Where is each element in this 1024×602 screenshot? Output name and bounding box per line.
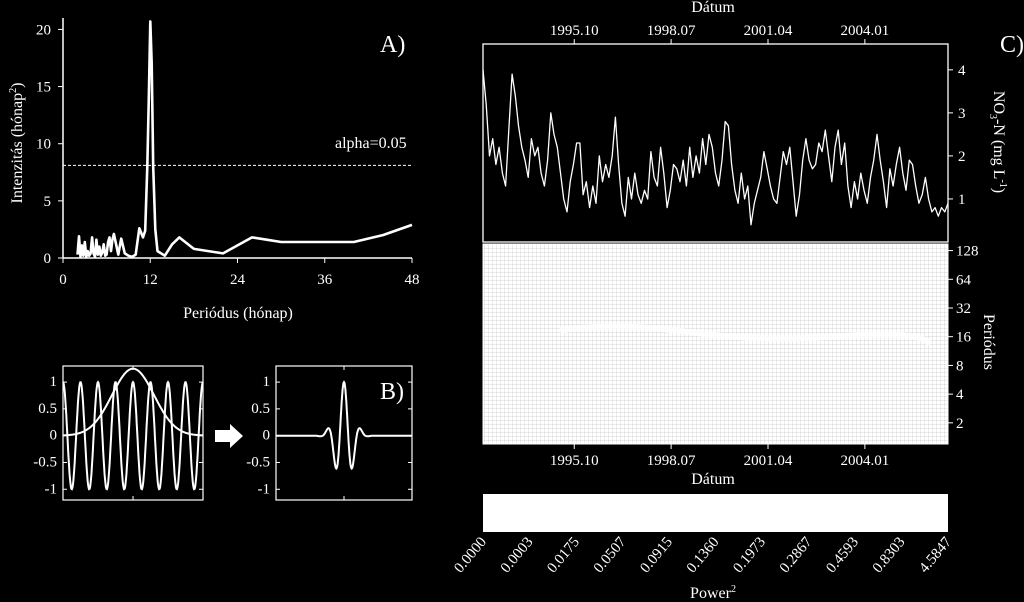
chart-c-colorbar-tick-label: 4.5847 bbox=[916, 534, 955, 576]
chart-c-wavelet-x-tick-label: 1998.07 bbox=[647, 453, 696, 469]
chart-c-colorbar-tick-label: 0.0175 bbox=[544, 534, 583, 576]
chart-c-wavelet-x-tick-label: 2004.01 bbox=[840, 453, 889, 469]
chart-c-wavelet-y-tick-label: 8 bbox=[956, 358, 964, 374]
chart-a-x-tick-label: 36 bbox=[317, 272, 333, 288]
chart-c-frame bbox=[482, 43, 949, 243]
chart-c-y-tick-label: 2 bbox=[958, 149, 966, 165]
chart-c-y-tick-label: 1 bbox=[958, 192, 966, 208]
chart-b-left-y-tick-label: -1 bbox=[45, 481, 58, 497]
chart-c-top-x-axis-label: Dátum bbox=[691, 0, 735, 16]
chart-c-y-tick-label: 3 bbox=[958, 106, 966, 122]
chart-a: 0 12 24 36 48 0 5 10 15 20 alpha=0.05 A) Periódus… bbox=[8, 18, 420, 322]
chart-b-left-y-tick-label: -0.5 bbox=[33, 454, 57, 470]
chart-c-wavelet-frame bbox=[482, 243, 949, 445]
chart-b-right-wavelet-line bbox=[276, 380, 412, 471]
chart-b-right-y-tick-label: 0.5 bbox=[251, 401, 270, 417]
chart-b-left-cosine-line bbox=[62, 380, 204, 491]
chart-c-x-tick-label: 1998.07 bbox=[647, 23, 696, 39]
chart-b-right-axes: 1 0.5 0 -0.5 -1 bbox=[246, 365, 413, 501]
chart-c-colorbar bbox=[483, 494, 948, 532]
chart-c-wavelet-axes: 2 4 8 16 32 64 128 1995.10 1998.07 2001.04 2004.01 bbox=[482, 243, 979, 469]
chart-c-colorbar-tick-label: 0.0000 bbox=[451, 534, 490, 576]
chart-a-axes: 0 12 24 36 48 0 5 10 15 20 bbox=[36, 18, 420, 288]
chart-c-colorbar-ticks: 0.0000 0.0003 0.0175 0.0507 0.0915 0.1360 0.19… bbox=[451, 534, 955, 576]
chart-b-right-y-tick-label: 0 bbox=[263, 428, 271, 444]
chart-c-panel-label: C) bbox=[1000, 32, 1024, 58]
chart-a-threshold-label: alpha=0.05 bbox=[335, 135, 407, 152]
chart-c-x-tick-label: 2001.04 bbox=[744, 23, 793, 39]
chart-c-wavelet-y-axis-label: Periódus bbox=[980, 314, 997, 370]
chart-a-y-tick-label: 10 bbox=[36, 137, 51, 153]
chart-b-right-y-tick-label: -0.5 bbox=[246, 454, 270, 470]
chart-b-left-y-tick-label: 0.5 bbox=[38, 401, 57, 417]
chart-a-x-tick-label: 12 bbox=[143, 272, 158, 288]
chart-c-wavelet-y-tick-label: 64 bbox=[956, 272, 972, 288]
chart-c-colorbar-tick-label: 0.8303 bbox=[870, 534, 909, 576]
chart-a-y-tick-label: 5 bbox=[44, 194, 52, 210]
chart-a-y-axis-label: Intenzitás (hónap2) bbox=[8, 83, 26, 204]
chart-c-colorbar-tick-label: 0.1973 bbox=[730, 534, 769, 576]
chart-b-right-y-tick-label: 1 bbox=[263, 374, 271, 390]
chart-c-colorbar-label: Power2 bbox=[690, 584, 736, 602]
chart-c-colorbar-tick-label: 0.1360 bbox=[684, 534, 723, 576]
chart-a-series-line bbox=[76, 20, 413, 259]
chart-c-x-tick-label: 2004.01 bbox=[840, 23, 889, 39]
chart-a-y-tick-label: 15 bbox=[36, 80, 51, 96]
chart-c-y-tick-label: 4 bbox=[958, 63, 966, 79]
chart-c-colorbar-tick-label: 0.4593 bbox=[823, 534, 862, 576]
chart-c-colorbar-tick-label: 0.0003 bbox=[498, 534, 537, 576]
chart-b-left-y-tick-label: 1 bbox=[50, 374, 58, 390]
chart-a-x-tick-label: 24 bbox=[230, 272, 246, 288]
chart-c-wavelet-x-axis-label: Dátum bbox=[691, 471, 735, 488]
chart-b: 1 0.5 0 -0.5 -1 1 0.5 0 -0.5 -1 B) bbox=[33, 365, 413, 501]
right-arrow-icon bbox=[215, 424, 243, 448]
chart-c-wavelet-y-tick-label: 16 bbox=[956, 330, 972, 346]
chart-c-y-axis-label: NO3-N (mg L-1) bbox=[987, 91, 1008, 193]
chart-a-x-axis-label: Periódus (hónap) bbox=[183, 305, 293, 322]
chart-c-wavelet-spectrum bbox=[483, 244, 948, 444]
chart-a-y-tick-label: 0 bbox=[44, 251, 52, 267]
chart-b-panel-label: B) bbox=[380, 379, 404, 405]
chart-c-wavelet-y-tick-label: 128 bbox=[956, 244, 979, 260]
chart-c-series-line bbox=[482, 69, 949, 226]
chart-b-left-gaussian-line bbox=[63, 367, 203, 437]
chart-c-colorbar-tick-label: 0.2867 bbox=[777, 534, 816, 576]
chart-b-right-y-tick-label: -1 bbox=[258, 481, 271, 497]
chart-c-colorbar-tick-label: 0.0915 bbox=[637, 534, 676, 576]
chart-a-y-tick-label: 20 bbox=[36, 22, 51, 38]
chart-a-x-tick-label: 0 bbox=[59, 272, 67, 288]
chart-c-wavelet-ridge bbox=[559, 323, 933, 347]
chart-c-colorbar-tick-label: 0.0507 bbox=[591, 534, 630, 576]
chart-c-wavelet-x-tick-label: 2001.04 bbox=[744, 453, 793, 469]
chart-c: Dátum 1995.10 1998.07 2001.04 2004.01 1 2 3 4 C… bbox=[451, 0, 1024, 602]
chart-c-wavelet-y-tick-label: 2 bbox=[956, 416, 964, 432]
chart-c-axes: 1995.10 1998.07 2001.04 2004.01 1 2 3 4 bbox=[482, 23, 966, 243]
chart-c-wavelet-y-tick-label: 32 bbox=[956, 301, 971, 317]
chart-c-wavelet-y-tick-label: 4 bbox=[956, 387, 964, 403]
chart-b-left-axes: 1 0.5 0 -0.5 -1 bbox=[33, 365, 204, 501]
chart-a-x-tick-label: 48 bbox=[405, 272, 420, 288]
chart-a-panel-label: A) bbox=[380, 32, 405, 58]
chart-b-left-y-tick-label: 0 bbox=[50, 428, 58, 444]
chart-c-wavelet-x-tick-label: 1995.10 bbox=[550, 453, 599, 469]
chart-c-x-tick-label: 1995.10 bbox=[550, 23, 599, 39]
